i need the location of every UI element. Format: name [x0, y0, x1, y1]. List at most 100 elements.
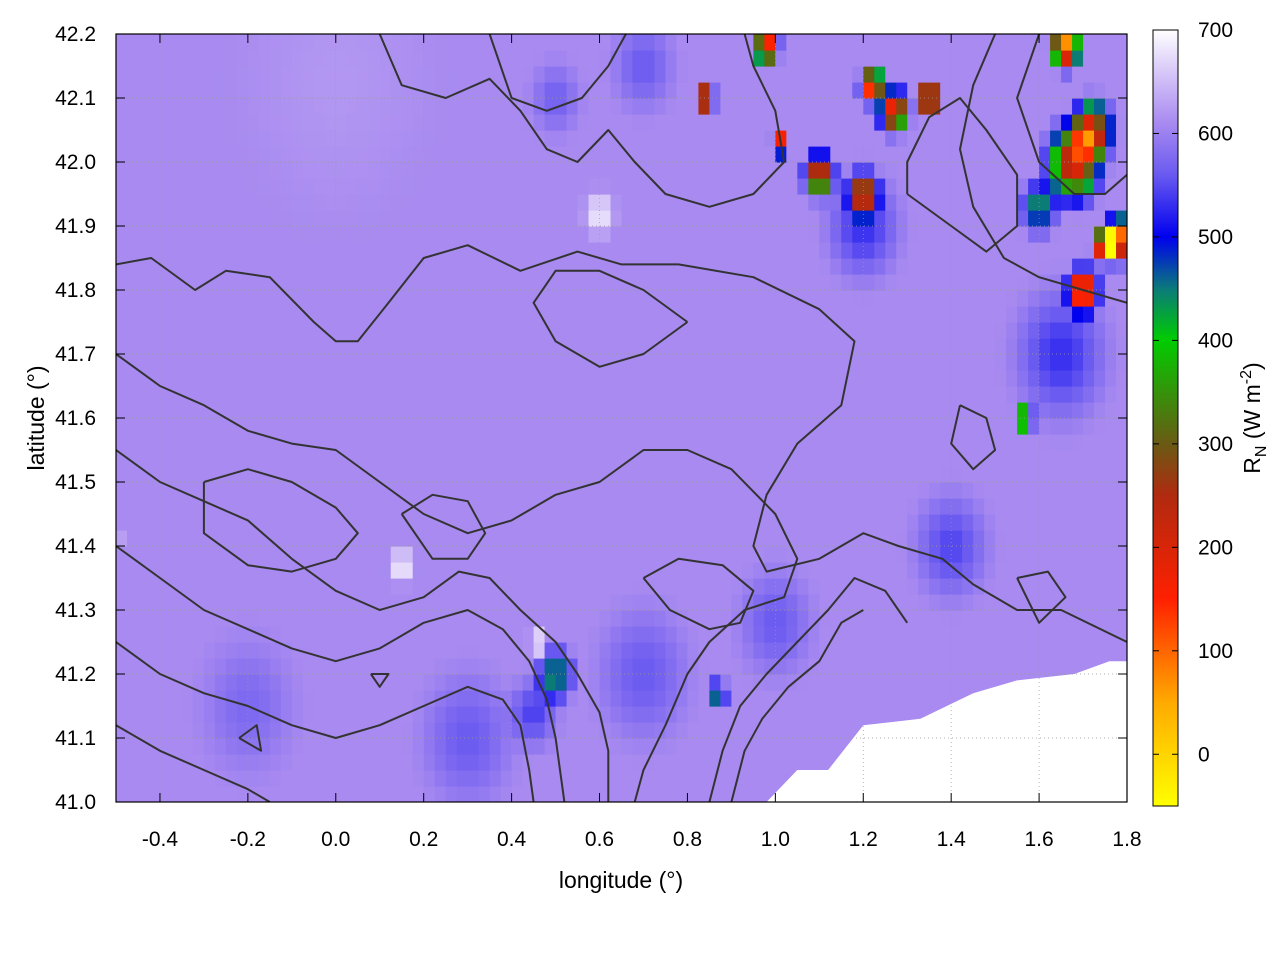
heatmap-cell	[456, 626, 469, 643]
heatmap-cell	[302, 642, 315, 659]
heatmap-cell	[995, 466, 1007, 483]
heatmap-cell	[137, 690, 150, 707]
heatmap-cell	[126, 130, 139, 147]
heatmap-cell	[775, 370, 787, 387]
heatmap-cell	[258, 562, 271, 579]
heatmap-cell	[775, 66, 787, 83]
heatmap-cell	[940, 194, 952, 211]
heatmap-cell	[511, 738, 524, 755]
heatmap-cell	[1072, 498, 1084, 515]
heatmap-cell	[1028, 322, 1040, 339]
heatmap-cell	[1105, 418, 1117, 435]
heatmap-cell	[313, 514, 326, 531]
heatmap-cell	[203, 386, 216, 403]
heatmap-cell	[291, 386, 304, 403]
heatmap-cell	[258, 290, 271, 307]
heatmap-cell	[1039, 242, 1051, 259]
heatmap-cell	[918, 98, 930, 115]
heatmap-cell	[478, 738, 491, 755]
heatmap-cell	[313, 274, 326, 291]
heatmap-cell	[577, 578, 590, 595]
heatmap-cell	[489, 578, 502, 595]
heatmap-cell	[654, 562, 667, 579]
heatmap-cell	[841, 146, 853, 163]
heatmap-cell	[478, 418, 491, 435]
heatmap-cell	[544, 338, 557, 355]
heatmap-cell	[830, 386, 842, 403]
heatmap-cell	[1017, 610, 1029, 627]
heatmap-cell	[863, 562, 875, 579]
heatmap-cell	[885, 274, 897, 291]
heatmap-cell	[841, 674, 853, 691]
heatmap-cell	[775, 514, 787, 531]
heatmap-cell	[401, 658, 414, 675]
heatmap-cell	[544, 258, 557, 275]
heatmap-cell	[1006, 658, 1018, 675]
heatmap-cell	[885, 242, 897, 259]
heatmap-cell	[577, 34, 590, 51]
heatmap-cell	[764, 546, 776, 563]
heatmap-cell	[797, 610, 809, 627]
heatmap-cell	[500, 258, 513, 275]
heatmap-cell	[940, 642, 952, 659]
heatmap-cell	[577, 738, 590, 755]
heatmap-cell	[357, 418, 370, 435]
heatmap-cell	[654, 498, 667, 515]
heatmap-cell	[116, 578, 128, 595]
heatmap-cell	[137, 482, 150, 499]
heatmap-cell	[269, 226, 282, 243]
heatmap-cell	[907, 306, 919, 323]
heatmap-cell	[775, 530, 787, 547]
heatmap-cell	[489, 674, 502, 691]
heatmap-cell	[940, 546, 952, 563]
heatmap-cell	[423, 338, 436, 355]
heatmap-cell	[280, 354, 293, 371]
heatmap-cell	[863, 466, 875, 483]
heatmap-cell	[599, 114, 612, 131]
heatmap-cell	[269, 706, 282, 723]
heatmap-cell	[632, 194, 645, 211]
heatmap-cell	[1116, 498, 1127, 515]
heatmap-cell	[588, 274, 601, 291]
heatmap-cell	[291, 482, 304, 499]
heatmap-cell	[116, 82, 128, 99]
heatmap-cell	[764, 338, 776, 355]
heatmap-cell	[1050, 466, 1062, 483]
heatmap-cell	[1028, 242, 1040, 259]
heatmap-cell	[841, 546, 853, 563]
heatmap-cell	[720, 146, 732, 163]
heatmap-cell	[896, 82, 908, 99]
heatmap-cell	[676, 690, 689, 707]
contour-line	[906, 97, 1019, 253]
heatmap-cell	[731, 514, 743, 531]
heatmap-cell	[731, 626, 743, 643]
heatmap-cell	[456, 658, 469, 675]
heatmap-cell	[258, 82, 271, 99]
heatmap-cell	[940, 242, 952, 259]
heatmap-cell	[247, 50, 260, 67]
heatmap-cell	[214, 722, 227, 739]
heatmap-cell	[984, 466, 996, 483]
heatmap-cell	[1006, 450, 1018, 467]
heatmap-cell	[896, 258, 908, 275]
heatmap-cell	[357, 34, 370, 51]
heatmap-cell	[962, 226, 974, 243]
heatmap-cell	[533, 690, 546, 707]
heatmap-cell	[291, 754, 304, 771]
heatmap-cell	[489, 210, 502, 227]
heatmap-cell	[280, 450, 293, 467]
heatmap-cell	[709, 226, 721, 243]
heatmap-cell	[654, 354, 667, 371]
heatmap-cell	[148, 82, 161, 99]
heatmap-cell	[643, 242, 656, 259]
heatmap-cell	[819, 226, 831, 243]
heatmap-cell	[720, 402, 732, 419]
heatmap-cell	[852, 226, 864, 243]
heatmap-cell	[214, 258, 227, 275]
heatmap-cell	[291, 226, 304, 243]
heatmap-cell	[247, 210, 260, 227]
heatmap-cell	[302, 306, 315, 323]
heatmap-cell	[1006, 578, 1018, 595]
heatmap-cell	[786, 450, 798, 467]
heatmap-cell	[918, 194, 930, 211]
